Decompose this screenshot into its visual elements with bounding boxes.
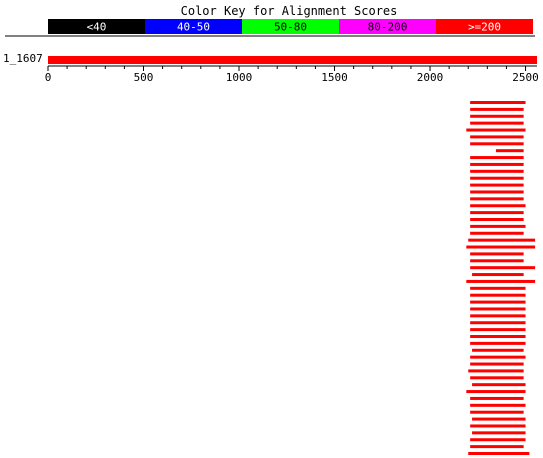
- color-key-title: Color Key for Alignment Scores: [181, 4, 398, 18]
- color-key-swatch: [48, 19, 145, 34]
- axis-tick-label: 2000: [417, 71, 444, 84]
- hit-bar[interactable]: [466, 279, 536, 283]
- hit-bar[interactable]: [470, 259, 524, 263]
- hit-bar[interactable]: [470, 121, 524, 125]
- hit-bar[interactable]: [470, 445, 524, 449]
- color-key-label: 80-200: [368, 21, 408, 34]
- hit-bar[interactable]: [466, 390, 526, 394]
- hit-bar[interactable]: [468, 452, 530, 455]
- hit-bar[interactable]: [472, 417, 526, 421]
- hit-bar[interactable]: [470, 101, 526, 104]
- hit-bar[interactable]: [470, 176, 524, 180]
- hit-bar[interactable]: [470, 321, 526, 325]
- color-key-label: 50-80: [274, 21, 307, 34]
- hit-bar[interactable]: [470, 169, 524, 173]
- hit-bar[interactable]: [470, 403, 526, 407]
- hit-bar[interactable]: [470, 286, 526, 290]
- hit-bar[interactable]: [472, 431, 526, 435]
- hit-bar[interactable]: [470, 204, 526, 208]
- hit-bar[interactable]: [470, 266, 536, 270]
- color-key-label: >=200: [468, 21, 501, 34]
- hit-bar[interactable]: [470, 142, 524, 146]
- hit-bar[interactable]: [470, 156, 524, 160]
- hit-bar[interactable]: [470, 231, 524, 235]
- hit-bar[interactable]: [470, 135, 524, 139]
- hit-bar[interactable]: [470, 438, 526, 442]
- hit-bar[interactable]: [468, 238, 536, 242]
- hit-bar[interactable]: [470, 307, 526, 311]
- axis-tick-label: 500: [134, 71, 154, 84]
- hit-bar[interactable]: [470, 252, 524, 256]
- query-bar: [48, 56, 537, 64]
- color-key-swatch: [242, 19, 339, 34]
- query-label: 1_1607: [3, 52, 43, 65]
- hit-bar[interactable]: [468, 369, 524, 373]
- hit-bar[interactable]: [470, 300, 526, 304]
- hit-bar[interactable]: [470, 224, 526, 228]
- hit-bar[interactable]: [470, 362, 524, 366]
- hit-bar[interactable]: [470, 218, 524, 221]
- color-key-swatch: [145, 19, 242, 34]
- axis-tick-label: 2500: [512, 71, 539, 84]
- hit-bar[interactable]: [470, 114, 524, 118]
- length-axis: 0 500 1000 1500 2000 2500: [45, 65, 539, 84]
- hit-bar[interactable]: [472, 348, 524, 352]
- hit-bar[interactable]: [470, 314, 526, 318]
- color-key-label: 40-50: [177, 21, 210, 34]
- hit-bar[interactable]: [470, 341, 526, 345]
- hit-bar[interactable]: [470, 197, 524, 201]
- axis-tick-label: 1000: [226, 71, 253, 84]
- color-key-swatch: [339, 19, 436, 34]
- axis-tick-label: 1500: [321, 71, 348, 84]
- hit-bar[interactable]: [466, 245, 536, 249]
- hit-bar[interactable]: [470, 190, 524, 194]
- hit-bar[interactable]: [470, 162, 524, 166]
- hit-bar[interactable]: [495, 149, 524, 153]
- hit-bar[interactable]: [470, 328, 526, 332]
- hit-bar[interactable]: [470, 376, 524, 380]
- hit-bar[interactable]: [470, 183, 524, 187]
- color-key: <40 40-50 50-80 80-200 >=200: [48, 19, 533, 34]
- hit-bar[interactable]: [470, 107, 524, 111]
- hit-bars: [466, 101, 536, 455]
- hit-bar[interactable]: [470, 211, 524, 215]
- hit-bar[interactable]: [470, 396, 524, 400]
- hit-bar[interactable]: [472, 273, 524, 277]
- hit-bar[interactable]: [472, 383, 526, 387]
- axis-tick-label: 0: [45, 71, 52, 84]
- color-key-label: <40: [87, 21, 107, 34]
- hit-bar[interactable]: [470, 293, 526, 297]
- hit-bar[interactable]: [470, 424, 526, 428]
- hit-bar[interactable]: [470, 355, 526, 359]
- hit-bar[interactable]: [470, 410, 524, 414]
- hit-bar[interactable]: [470, 335, 526, 338]
- color-key-swatch: [436, 19, 533, 34]
- hit-bar[interactable]: [466, 128, 526, 132]
